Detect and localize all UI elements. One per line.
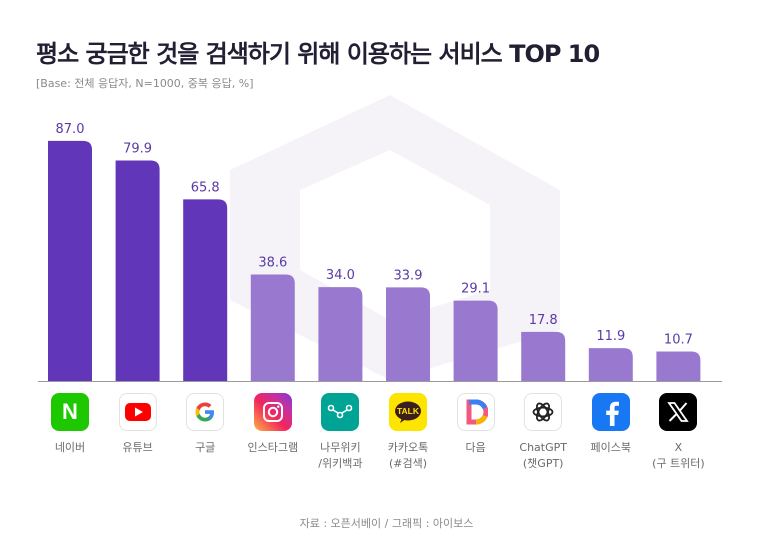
- bar-value-label: 79.9: [123, 141, 152, 156]
- x-icon: [659, 393, 698, 431]
- naver-icon: N: [51, 393, 89, 431]
- bar-value-label: 10.7: [664, 332, 693, 347]
- category-label: 다음: [465, 441, 486, 454]
- category-label: 유튜브: [122, 441, 153, 454]
- chart-title: 평소 궁금한 것을 검색하기 위해 이용하는 서비스 TOP 10: [36, 40, 600, 68]
- bar-value-label: 65.8: [191, 180, 220, 195]
- bar-5: [318, 287, 363, 381]
- bar-value-label: 34.0: [326, 268, 355, 283]
- bar-1: [48, 140, 92, 381]
- svg-text:TALK: TALK: [397, 406, 420, 416]
- bar-value-label: 17.8: [529, 313, 558, 328]
- bar-value-label: 11.9: [596, 329, 625, 344]
- bar-value-label: 29.1: [461, 282, 490, 297]
- bar-2: [115, 160, 160, 381]
- instagram-icon: [253, 393, 292, 431]
- source-note: 자료 : 오픈서베이 / 그래픽 : 아이보스: [299, 517, 474, 530]
- category-label: 구글: [195, 441, 216, 454]
- bar-value-label: 33.9: [394, 268, 423, 283]
- kakaotalk-icon: TALK: [389, 393, 427, 431]
- bar-value-label: 38.6: [258, 255, 287, 270]
- bar-value-label: 87.0: [56, 122, 85, 137]
- bar-7: [453, 300, 498, 381]
- facebook-icon: [591, 393, 630, 431]
- category-label: 페이스북: [590, 441, 632, 454]
- bar-6: [386, 287, 430, 381]
- category-label: 카카오톡 (#검색): [387, 441, 429, 470]
- category-label: 네이버: [54, 441, 86, 454]
- bar-9: [588, 348, 633, 381]
- bar-8: [521, 331, 566, 381]
- category-label: X (구 트위터): [652, 441, 705, 470]
- bar-3: [183, 199, 228, 381]
- category-label: ChatGPT (챗GPT): [519, 441, 567, 470]
- category-label: 나무위키 /위키백과: [318, 441, 363, 470]
- namuwiki-icon: [321, 393, 360, 431]
- category-label: 인스타그램: [247, 441, 299, 454]
- daum-icon: [456, 393, 495, 431]
- youtube-icon: [118, 393, 157, 431]
- chatgpt-icon: [524, 393, 563, 431]
- bar-4: [250, 274, 295, 381]
- bar-10: [656, 351, 701, 381]
- chart-subtitle: [Base: 전체 응답자, N=1000, 중복 응답, %]: [36, 77, 254, 90]
- google-icon: [186, 393, 225, 431]
